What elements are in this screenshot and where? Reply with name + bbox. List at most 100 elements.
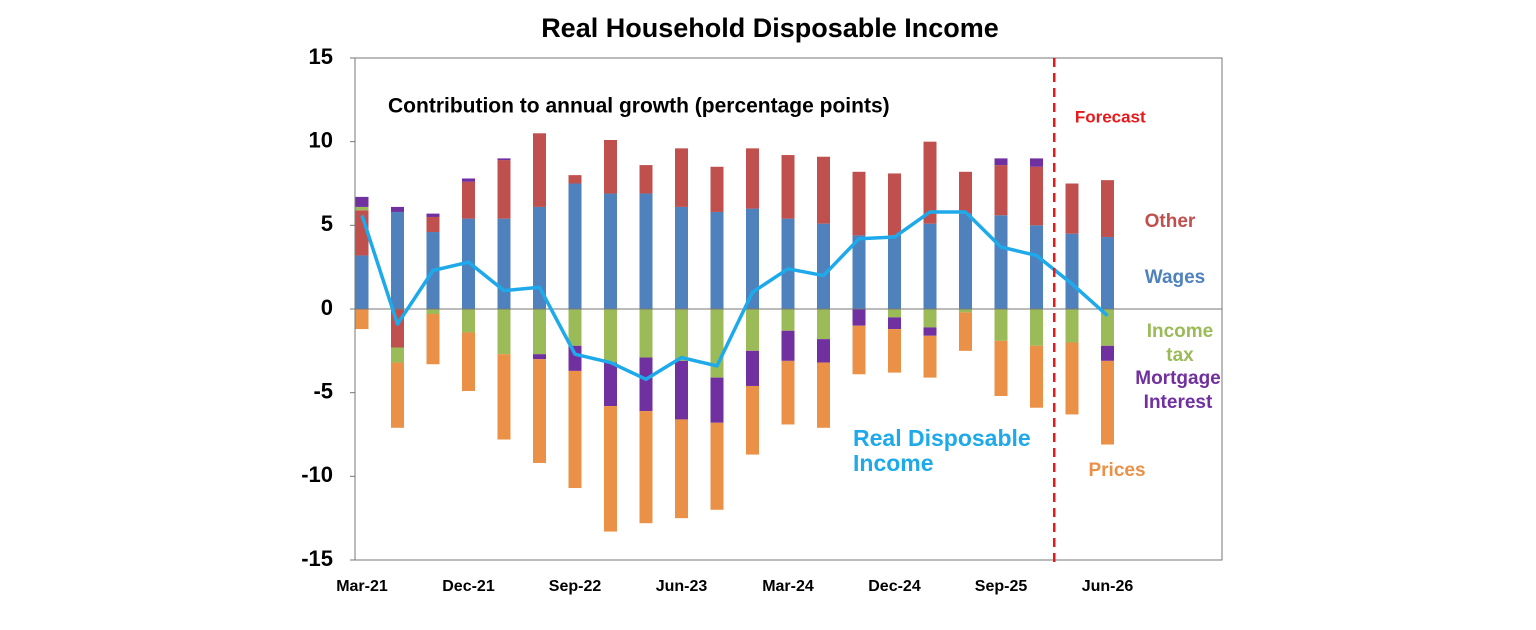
y-tick-label: 0 — [321, 295, 333, 320]
bar-segment — [994, 215, 1008, 309]
bar-segment — [533, 309, 546, 355]
bar-segment — [355, 206, 369, 211]
bar-segment — [533, 206, 546, 309]
series-label: Mortgage Interest — [1135, 368, 1221, 413]
bar-segment — [391, 206, 404, 212]
bar-segment — [852, 235, 866, 309]
bar-segment — [604, 309, 617, 363]
bar-segment — [675, 206, 688, 309]
bar-segment — [639, 357, 653, 412]
bar-segment — [639, 193, 653, 309]
bar-segment — [497, 309, 511, 355]
bar-segment — [888, 329, 901, 373]
bar-segment — [746, 309, 759, 351]
series-label: Wages — [1144, 267, 1206, 288]
bar-segment — [426, 213, 440, 217]
bar-segment — [1101, 345, 1114, 361]
y-tick-label: -5 — [313, 378, 333, 403]
bar-segment — [817, 339, 830, 363]
bar-segment — [1030, 345, 1043, 408]
bar-segment — [817, 156, 830, 224]
bar-segment — [568, 175, 582, 184]
bar-segment — [746, 385, 759, 455]
x-tick-label: Mar-24 — [762, 578, 814, 595]
bar-segment — [923, 141, 937, 224]
y-tick-label: -15 — [301, 546, 333, 571]
bar-segment — [568, 183, 582, 309]
bar-segment — [710, 422, 724, 510]
bar-segment — [959, 309, 972, 313]
bar-segment — [675, 360, 688, 420]
bar-segment — [568, 309, 582, 346]
bar-segment — [1065, 233, 1079, 309]
bar-segment — [1030, 309, 1043, 346]
bar-segment — [426, 216, 440, 233]
y-tick-label: 5 — [321, 211, 333, 236]
bar-segment — [781, 360, 795, 425]
forecast-label: Forecast — [1075, 107, 1146, 126]
bar-segment — [355, 255, 369, 309]
bar-segment — [1065, 309, 1079, 343]
bar-segment — [923, 309, 937, 328]
x-tick-label: Sep-22 — [549, 578, 602, 595]
bar-segment — [781, 155, 795, 219]
bar-segment — [391, 362, 404, 428]
bar-segment — [568, 345, 582, 371]
subtitle: Contribution to annual growth (percentag… — [388, 95, 890, 118]
bar-segment — [746, 350, 759, 386]
bar-segment — [533, 354, 546, 360]
bar-segment — [994, 340, 1008, 397]
bar-segment — [355, 196, 369, 207]
bar-segment — [1065, 342, 1079, 415]
bar-segment — [533, 133, 546, 207]
bar-segment — [852, 171, 866, 236]
bar-segment — [746, 208, 759, 309]
x-tick-label: Jun-26 — [1082, 578, 1134, 595]
bar-segment — [994, 309, 1008, 341]
bar-segment — [959, 171, 972, 214]
bar-segment — [959, 312, 972, 351]
y-tick-label: 15 — [309, 44, 333, 69]
bar-segment — [426, 314, 440, 365]
bar-segment — [888, 173, 901, 236]
x-tick-label: Dec-21 — [442, 578, 495, 595]
bar-segment — [888, 235, 901, 309]
bar-segment — [604, 362, 617, 407]
bar-segment — [675, 309, 688, 361]
x-tick-label: Sep-25 — [975, 578, 1028, 595]
y-tick-label: 10 — [309, 127, 333, 152]
bar-segment — [710, 211, 724, 309]
bar-segment — [675, 419, 688, 519]
bar-segment — [497, 354, 511, 440]
x-tick-label: Dec-24 — [868, 578, 921, 595]
bar-segment — [817, 309, 830, 340]
bar-segment — [497, 160, 511, 219]
bar-segment — [888, 309, 901, 318]
series-label: Other — [1144, 211, 1196, 232]
bar-segment — [462, 178, 475, 182]
bar-segment — [639, 309, 653, 358]
series-label: Prices — [1088, 460, 1146, 481]
bar-segment — [497, 218, 511, 309]
bar-segment — [1030, 225, 1043, 309]
bar-segment — [1101, 360, 1114, 445]
bar-segment — [675, 148, 688, 207]
bar-segment — [462, 181, 475, 219]
bar-segment — [462, 332, 475, 391]
bar-segment — [1101, 180, 1114, 238]
bar-segment — [1030, 166, 1043, 226]
bar-segment — [852, 325, 866, 375]
bar-segment — [462, 309, 475, 333]
bar-segment — [923, 223, 937, 309]
bar-segment — [781, 330, 795, 361]
bar-segment — [604, 193, 617, 309]
bar-segment — [639, 411, 653, 524]
bar-segment — [604, 139, 617, 194]
bar-segment — [639, 165, 653, 194]
bar-segment — [923, 327, 937, 336]
bar-segment — [817, 362, 830, 428]
bar-segment — [994, 158, 1008, 166]
bar-segment — [781, 309, 795, 331]
bar-segment — [568, 370, 582, 489]
